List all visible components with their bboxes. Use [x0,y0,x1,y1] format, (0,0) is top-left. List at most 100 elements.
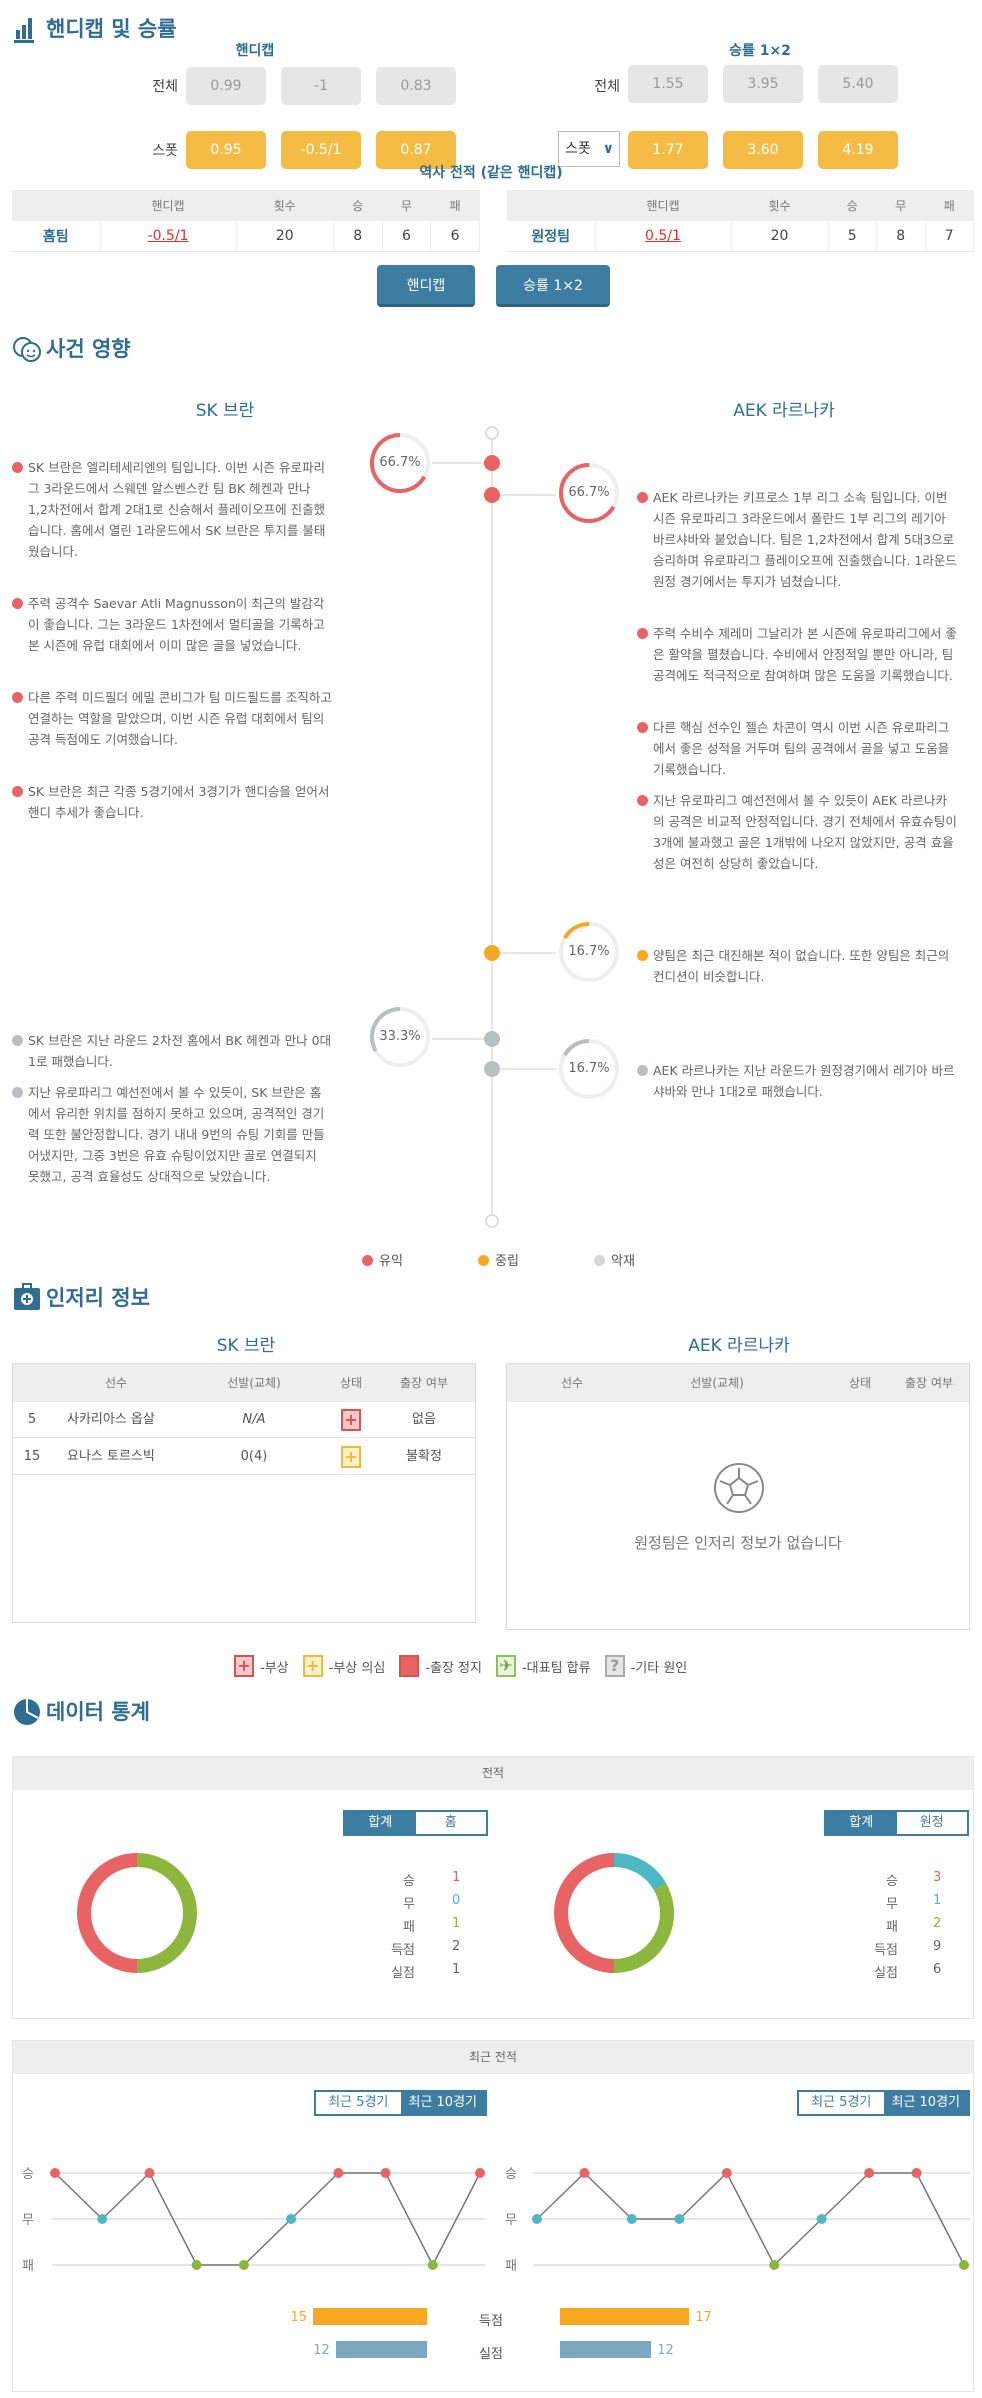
legend-negative: 악재 [594,1250,635,1269]
legend-label: 악재 [611,1254,635,1269]
donut-segment-draw [613,1853,666,1891]
col-header: 선발(교체) [690,1376,744,1390]
row-label-all: 전체 [152,79,178,95]
away-recent-toggle: 최근 5경기 최근 10경기 [797,2090,970,2116]
home-form-point [50,2168,60,2178]
impact-item-right-positive: 주력 수비수 제레미 그날리가 본 시즌에 유로파리그에서 좋은 활약을 펼쳤습… [637,623,957,686]
ring-fill [559,463,619,523]
col-header: 출장 여부 [400,1376,448,1390]
player-availability: 불확정 [406,1449,442,1464]
home-form-point [286,2214,297,2224]
impact-percent: 16.7% [568,1061,610,1076]
impact-ring-positive: 66.7% [368,431,432,495]
away-form-point [674,2214,685,2224]
handicap-spot-home: 0.95 [186,131,266,169]
section-title-odds: 핸디캡 및 승률 [46,17,177,41]
loss-cell: 7 [925,221,974,252]
impact-ring-neutral: 16.7% [557,920,621,984]
timeline-end-node [485,1214,499,1228]
home-form-point [475,2168,485,2178]
impact-item-right-positive: 지난 유로파리그 예선전에서 볼 수 있듯이 AEK 라르나카의 공격은 비교적… [637,790,957,874]
record-header: 전적 [13,1757,973,1790]
col-header: 횟수 [731,190,828,221]
player-availability: 없음 [412,1412,436,1427]
chart-y-label: 승 [505,2167,517,2182]
toggle-last-10[interactable]: 최근 10경기 [400,2092,485,2114]
recent-form-charts: 승무패 승무패 [22,2167,970,2274]
player-number: 5 [27,1412,37,1427]
player-starts: 0(4) [240,1449,268,1464]
col-header: 승 [828,190,877,221]
ring-fill [370,1007,430,1067]
home-form-point [238,2260,249,2270]
away-form-point [864,2168,875,2178]
winrate-all-home: 1.55 [628,65,708,103]
col-header: 패 [925,190,974,221]
table-row: 홈팀 -0.5/1 20 8 6 6 [12,221,480,252]
timeline-line [491,433,493,1220]
impact-percent: 66.7% [379,455,421,470]
handicap-all-away: 0.83 [376,67,456,105]
section-title-injury: 인저리 정보 [46,1286,150,1310]
toggle-total[interactable]: 합계 [345,1812,416,1834]
toggle-away[interactable]: 원정 [896,1812,967,1834]
toggle-total[interactable]: 합계 [826,1812,897,1834]
legend-dot [594,1255,605,1266]
ring-arc [370,433,430,493]
toggle-last-10[interactable]: 최근 10경기 [883,2092,968,2114]
winrate-button[interactable]: 승률 1×2 [496,265,610,307]
legend-dot [478,1255,489,1266]
donut-segment-win [77,1853,138,1973]
handicap-link[interactable]: 0.5/1 [595,221,732,252]
conceded-label: 실점 [479,2347,503,2362]
home-stat-value-loss: 1 [452,1916,461,1931]
toggle-home[interactable]: 홈 [415,1812,486,1834]
away-form-point [911,2168,922,2178]
bullet-dot [12,462,23,473]
away-injury-empty-message: 원정팀은 인저리 정보가 없습니다 [634,1534,842,1552]
injury-row: 5 사카리아스 옵살 N/A + 없음 [13,1402,475,1438]
home-stat-label-conceded: 실점 [391,1966,415,1981]
toggle-last-5[interactable]: 최근 5경기 [799,2092,884,2114]
home-record-toggle: 합계 홈 [343,1810,488,1836]
recent-panel: 최근 전적 [12,2040,974,2392]
player-name: 요나스 토르스빅 [67,1449,155,1464]
timeline-connector [500,1068,556,1070]
timeline-dot-positive [484,455,500,471]
handicap-button[interactable]: 핸디캡 [377,265,475,307]
away-form-point [721,2168,732,2178]
injury-legend: + -부상 + -부상 의심 -출장 정지 ✈ -대표팀 합류? -기타 원인 [234,1655,687,1677]
impact-item-right-positive: AEK 라르나카는 키프로스 1부 리그 소속 팀입니다. 이번 시즌 유로파리… [637,487,957,592]
winrate-source-select[interactable]: 스폿 ∨ [558,131,620,167]
legend-national-team: ✈ -대표팀 합류 [495,1655,591,1677]
away-stat-label-win: 승 [886,1874,898,1889]
player-number: 15 [23,1449,41,1464]
toggle-last-5[interactable]: 최근 5경기 [316,2092,401,2114]
impact-text: 다른 핵심 선수인 젤슨 차콘이 역시 이번 시즌 유로파리그에서 좋은 성적을… [653,720,950,777]
injury-home-team: SK 브란 [216,1336,276,1356]
col-header: 선발(교체) [227,1376,281,1390]
home-stat-value-conceded: 1 [452,1962,461,1977]
legend-other: ? -기타 원인 [604,1655,687,1677]
timeline-dot-negative [484,1031,500,1047]
impact-percent: 66.7% [568,485,610,500]
legend-label: -출장 정지 [425,1660,482,1676]
winrate-header: 승률 1×2 [729,43,791,59]
home-stat-label-goals: 득점 [391,1943,415,1958]
away-form-point [579,2168,590,2178]
section-title-impact: 사건 영향 [46,337,131,361]
away-stat-value-draw: 1 [933,1893,942,1908]
suspended-icon [399,1655,420,1677]
ring-arc [559,463,619,523]
handicap-header: 핸디캡 [235,43,275,59]
handicap-link[interactable]: -0.5/1 [100,221,237,252]
impact-text: SK 브란은 최근 각종 5경기에서 3경기가 핸디승을 얻어서 핸디 추세가 … [28,784,330,820]
impact-text: 다른 주력 미드필더 에밀 콘비그가 팀 미드필드를 조직하고 연결하는 역할을… [28,690,332,747]
injury-row: 15 요나스 토르스빅 0(4) + 불확정 [13,1439,475,1475]
home-form-point [97,2214,108,2224]
col-header: 상태 [339,1376,363,1390]
timeline-connector [432,462,484,464]
handicap-all-line: -1 [281,67,361,105]
away-form-point [626,2214,637,2224]
away-form-point [532,2214,542,2224]
